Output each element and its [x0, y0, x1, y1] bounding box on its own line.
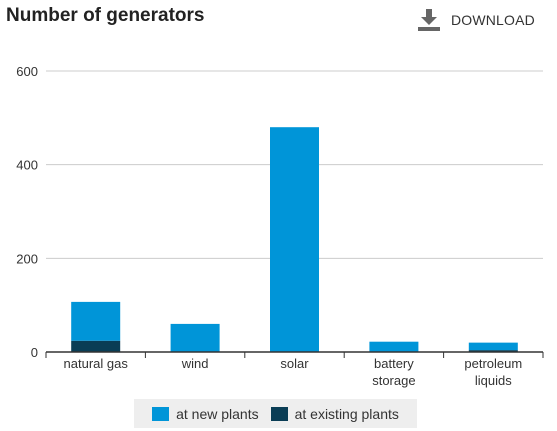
- legend-item-existing-plants[interactable]: at existing plants: [270, 405, 399, 422]
- bar-new-2[interactable]: [270, 127, 319, 352]
- chart-title: Number of generators: [6, 5, 205, 26]
- bar-new-1[interactable]: [170, 323, 220, 352]
- legend-item-new-plants[interactable]: at new plants: [152, 406, 259, 422]
- download-button[interactable]: DOWNLOAD: [417, 9, 535, 31]
- x-tick-label: petroleum liquids: [464, 356, 522, 388]
- y-tick-label: 400: [16, 158, 38, 173]
- legend-swatch-existing-plants: [270, 406, 288, 421]
- bar-new-3[interactable]: [369, 341, 419, 352]
- legend-label-new-plants: at new plants: [176, 405, 259, 422]
- download-label: DOWNLOAD: [450, 12, 535, 28]
- x-tick-label: battery storage: [372, 356, 415, 388]
- y-tick-label: 0: [31, 345, 38, 360]
- legend: at new plants at existing plants: [134, 399, 417, 428]
- x-tick-label: natural gas: [64, 356, 129, 371]
- x-tick-label: solar: [280, 356, 309, 371]
- legend-label-existing-plants: at existing plants: [294, 405, 399, 422]
- bar-new-0[interactable]: [71, 301, 121, 341]
- bar-new-4[interactable]: [468, 342, 518, 351]
- legend-swatch-new-plants: [152, 406, 170, 421]
- y-tick-label: 200: [16, 251, 38, 266]
- x-tick-label: wind: [181, 356, 209, 371]
- bar-existing-0[interactable]: [71, 340, 121, 352]
- y-tick-label: 600: [16, 64, 38, 79]
- bar-chart: 0 200 400 600 natural gas wind solar battery sto…: [16, 64, 544, 388]
- bar-existing-4[interactable]: [468, 350, 518, 352]
- download-icon: [417, 9, 440, 31]
